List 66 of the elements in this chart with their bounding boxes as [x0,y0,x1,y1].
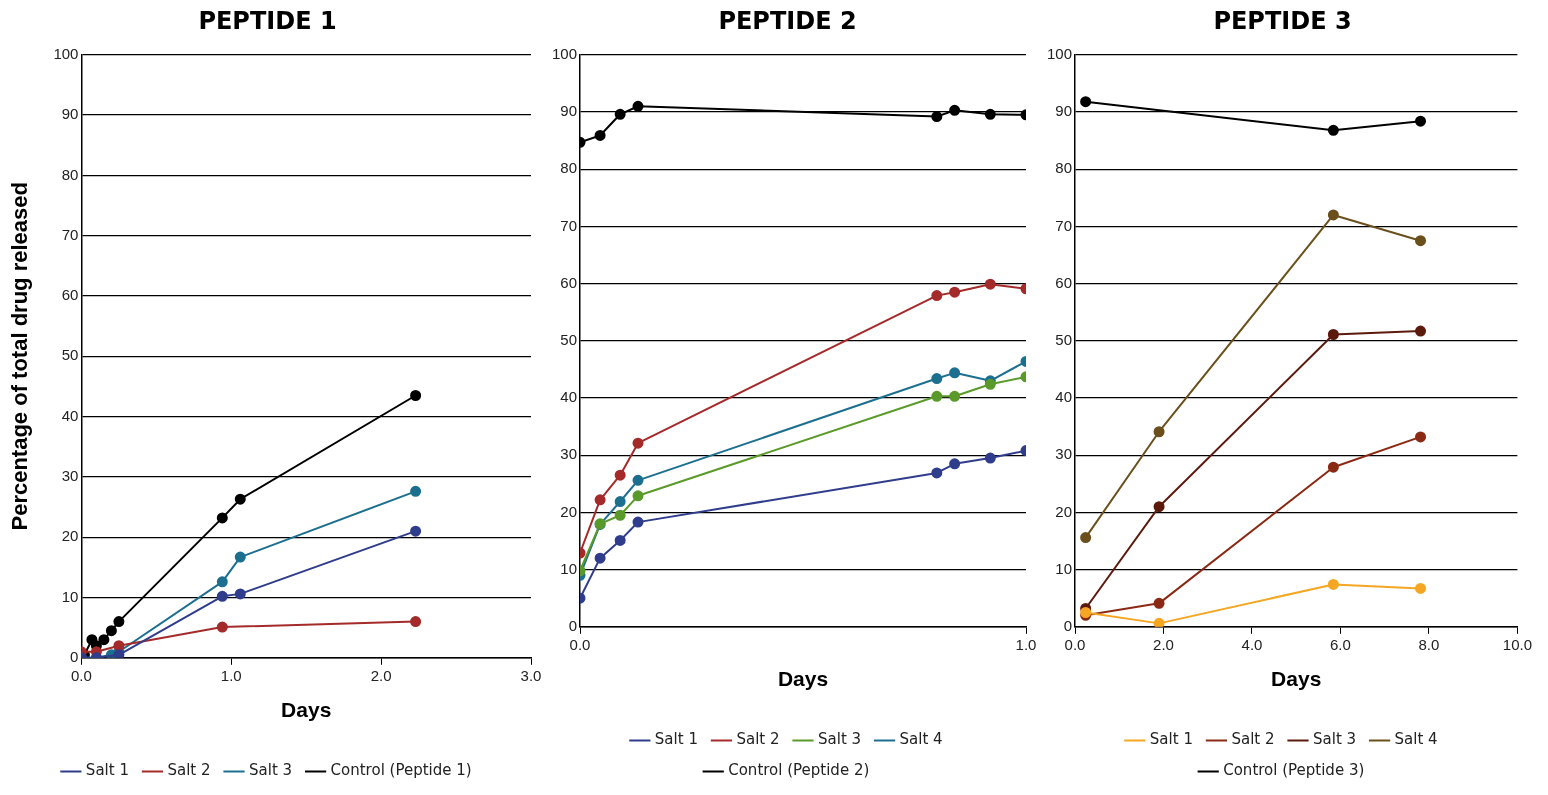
y-axis-title: Percentage of total drug released [7,182,33,531]
y-tick-label: 50 [1055,330,1073,348]
x-axis-title: Days [777,667,829,691]
x-tick-label: 6.0 [1330,635,1351,653]
y-tick-label: 60 [61,286,79,304]
y-tick-label: 10 [61,587,79,605]
y-tick-label: 40 [1055,388,1073,406]
y-tick-label: 0 [1063,616,1073,634]
y-tick-label: 100 [53,44,79,62]
y-tick-label: 90 [560,102,578,120]
legend-label: Control (Peptide 1) [330,761,472,780]
x-tick-label: 2.0 [1153,635,1174,653]
x-tick-label: 1.0 [1015,635,1037,653]
y-tick-label: 60 [1055,273,1073,291]
y-tick-label: 50 [560,330,578,348]
y-tick-label: 10 [560,559,578,577]
y-tick-label: 50 [61,346,79,364]
x-tick-label: 10.0 [1502,635,1532,653]
x-tick-label: 3.0 [520,666,542,684]
y-tick-label: 70 [61,225,79,243]
legend-label: Salt 3 [249,761,293,780]
x-tick-label: 0.0 [71,666,92,684]
y-tick-label: 0 [568,616,578,634]
y-tick-label: 70 [1055,216,1073,234]
legend-label: Control (Peptide 2) [728,761,870,780]
y-tick-label: 90 [61,105,79,123]
x-tick-label: 1.0 [220,666,242,684]
y-tick-label: 30 [61,467,79,485]
y-tick-label: 30 [1055,445,1073,463]
x-tick-label: 8.0 [1418,635,1440,653]
y-tick-label: 30 [560,445,578,463]
x-tick-label: 0.0 [1064,635,1086,653]
legend-label: Salt 3 [1313,730,1357,749]
y-tick-label: 40 [560,388,578,406]
legend-label: Salt 2 [167,761,211,780]
legend-label: Salt 1 [1149,730,1193,749]
y-tick-label: 80 [1055,159,1073,177]
y-tick-label: 80 [61,165,79,183]
chart-title: PEPTIDE 2 [718,6,857,35]
legend-label: Salt 4 [899,730,943,749]
y-tick-label: 70 [560,216,578,234]
y-tick-label: 20 [560,502,578,520]
y-tick-label: 60 [560,273,578,291]
y-tick-label: 10 [1055,559,1073,577]
x-axis-title: Days [1271,667,1322,691]
legend-label: Salt 4 [1394,730,1438,749]
legend-label: Control (Peptide 3) [1223,761,1365,780]
y-tick-label: 0 [70,647,79,665]
y-tick-label: 80 [560,159,578,177]
y-tick-label: 20 [1055,502,1073,520]
y-tick-label: 40 [61,406,79,424]
x-tick-label: 4.0 [1241,635,1263,653]
chart-title: PEPTIDE 1 [198,6,337,35]
legend-label: Salt 1 [85,761,129,780]
legend-label: Salt 1 [654,730,698,749]
legend-label: Salt 3 [818,730,862,749]
y-tick-label: 100 [552,44,578,62]
x-tick-label: 2.0 [370,666,392,684]
legend-label: Salt 2 [1231,730,1275,749]
y-tick-label: 100 [1047,44,1073,62]
x-axis-title: Days [281,698,332,722]
chart-title: PEPTIDE 3 [1213,6,1352,35]
y-tick-label: 90 [1055,102,1073,120]
y-tick-label: 20 [61,527,79,545]
legend-label: Salt 2 [736,730,780,749]
x-tick-label: 0.0 [569,635,591,653]
